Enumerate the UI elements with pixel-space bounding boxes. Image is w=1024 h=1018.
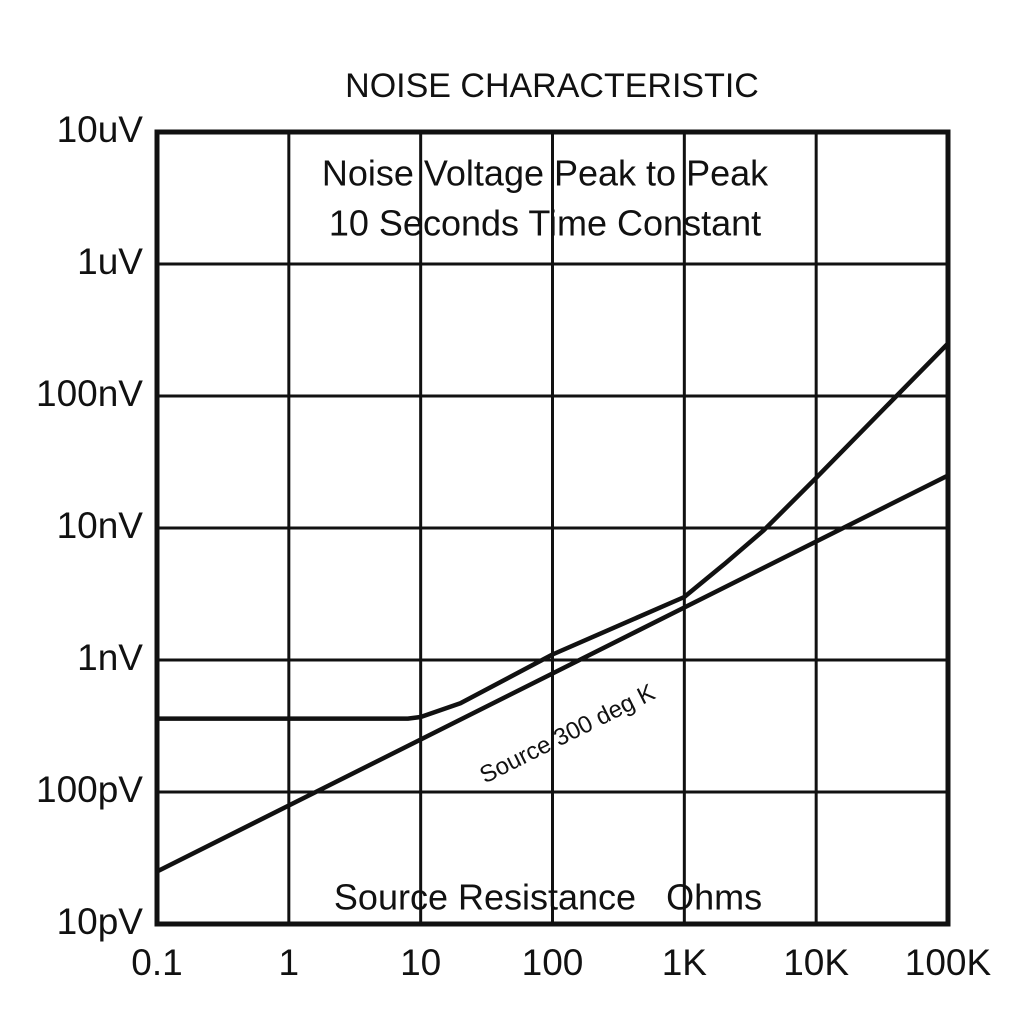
x-tick-label: 1K — [662, 942, 708, 983]
x-tick-label: 100 — [522, 942, 584, 983]
x-tick-label: 10K — [783, 942, 849, 983]
series-label: Source 300 deg K — [476, 679, 660, 789]
plot-frame — [154, 129, 951, 927]
x-tick-label: 10 — [400, 942, 441, 983]
x-axis-label: Source Resistance Ohms — [334, 877, 762, 918]
series-line — [155, 473, 950, 874]
y-tick-label: 10uV — [57, 109, 144, 150]
x-tick-label: 0.1 — [131, 942, 182, 983]
annotation: Noise Voltage Peak to Peak — [322, 153, 769, 194]
chart-title: NOISE CHARACTERISTIC — [345, 67, 759, 105]
y-tick-label: 100nV — [36, 373, 143, 414]
y-tick-label: 1uV — [77, 241, 143, 282]
y-tick-label: 100pV — [36, 769, 143, 810]
x-tick-label: 1 — [279, 942, 300, 983]
y-tick-label: 10pV — [57, 901, 144, 942]
y-tick-label: 10nV — [57, 505, 144, 546]
x-tick-label: 100K — [905, 942, 992, 983]
annotation: 10 Seconds Time Constant — [329, 203, 761, 244]
y-tick-label: 1nV — [77, 637, 143, 678]
series-line — [157, 341, 950, 721]
